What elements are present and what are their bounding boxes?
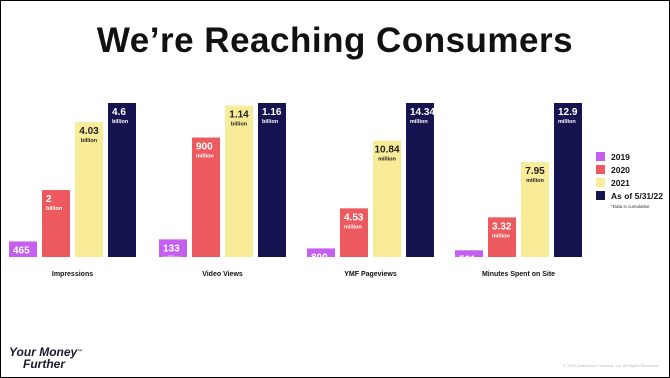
data-label-value: 800 <box>311 252 328 263</box>
legend-swatch-2019 <box>596 152 605 161</box>
data-label-value: 1.16 <box>262 107 282 118</box>
legend-swatch-2020 <box>596 165 605 174</box>
data-label-unit: billion <box>112 119 129 125</box>
category-label-impressions: Impressions <box>52 271 93 278</box>
bar-impressions-as-of-5-31-22 <box>108 103 136 257</box>
data-label-value: 12.9 <box>558 107 578 118</box>
bar-video-views-as-of-5-31-22 <box>258 103 286 257</box>
legend-label-2019: 2019 <box>611 152 630 162</box>
data-label-value: 2 <box>46 194 52 205</box>
category-label-ymf-pageviews: YMF Pageviews <box>344 271 397 278</box>
data-label-value: 561 <box>459 254 476 265</box>
data-label-unit: billion <box>81 138 98 144</box>
legend-label-2020: 2020 <box>611 165 630 175</box>
bar-minutes-spent-on-site-2021 <box>521 162 549 257</box>
data-label-unit: million <box>410 119 428 125</box>
data-label-unit: million <box>526 178 544 184</box>
data-label-unit: million <box>558 119 576 125</box>
data-label-value: 465 <box>13 245 30 256</box>
category-label-video-views: Video Views <box>202 271 243 278</box>
copyright-text: © 2022 Ameriprise Financial, Inc. All Ri… <box>563 363 659 368</box>
data-label-value: 10.84 <box>374 145 399 156</box>
bar-video-views-2020 <box>192 137 220 257</box>
data-label-unit: million <box>492 233 510 239</box>
data-label-value: 3.32 <box>492 221 512 232</box>
data-label-value: 4.03 <box>79 126 99 137</box>
data-label-unit: million <box>344 224 362 230</box>
bar-minutes-spent-on-site-2020 <box>488 217 516 257</box>
legend-swatch-2021 <box>596 178 605 187</box>
bar-ymf-pageviews-as-of-5-31-22 <box>406 103 434 257</box>
data-label-value: 7.95 <box>525 166 545 177</box>
data-label-value: 133 <box>163 243 180 254</box>
data-label-unit: million <box>378 157 396 163</box>
bar-ymf-pageviews-2019 <box>307 248 335 257</box>
data-label-unit: billion <box>231 122 248 128</box>
logo-line-2: Further <box>23 357 65 371</box>
data-label-unit: million <box>163 255 181 261</box>
bar-minutes-spent-on-site-as-of-5-31-22 <box>554 103 582 257</box>
page-title: We’re Reaching Consumers <box>96 21 574 60</box>
bar-ymf-pageviews-2021 <box>373 140 401 257</box>
data-label-value: 1.14 <box>229 110 249 121</box>
legend-swatch-as-of-5-31-22 <box>596 191 605 200</box>
data-label-unit: billion <box>262 119 279 125</box>
data-label-unit: million <box>196 154 214 160</box>
bar-video-views-2021 <box>225 105 253 257</box>
legend-label-as-of-5-31-22: As of 5/31/22 <box>611 191 663 201</box>
bar-impressions-2019 <box>9 241 37 257</box>
bar-impressions-2020 <box>42 190 70 257</box>
data-label-unit: billion <box>46 206 63 212</box>
bar-video-views-2019 <box>159 239 187 257</box>
data-label-value: 14.34 <box>410 107 435 118</box>
bar-impressions-2021 <box>75 122 103 257</box>
legend-note: *Data is cumulative <box>611 204 650 209</box>
data-label-value: 4.6 <box>112 107 126 118</box>
data-label-value: 900 <box>196 142 213 153</box>
data-label-value: 4.53 <box>344 212 364 223</box>
logo-line-1: Your Money <box>9 345 78 359</box>
data-label-unit: million <box>13 257 31 263</box>
data-label-unit: thousand <box>459 266 484 272</box>
data-label-unit: thousand <box>311 264 336 270</box>
bar-ymf-pageviews-2020 <box>340 208 368 257</box>
legend-label-2021: 2021 <box>611 178 630 188</box>
category-label-minutes-spent-on-site: Minutes Spent on Site <box>482 271 555 278</box>
brand-logo: Your Money™ Further <box>9 345 83 371</box>
bar-minutes-spent-on-site-2019 <box>455 250 483 257</box>
